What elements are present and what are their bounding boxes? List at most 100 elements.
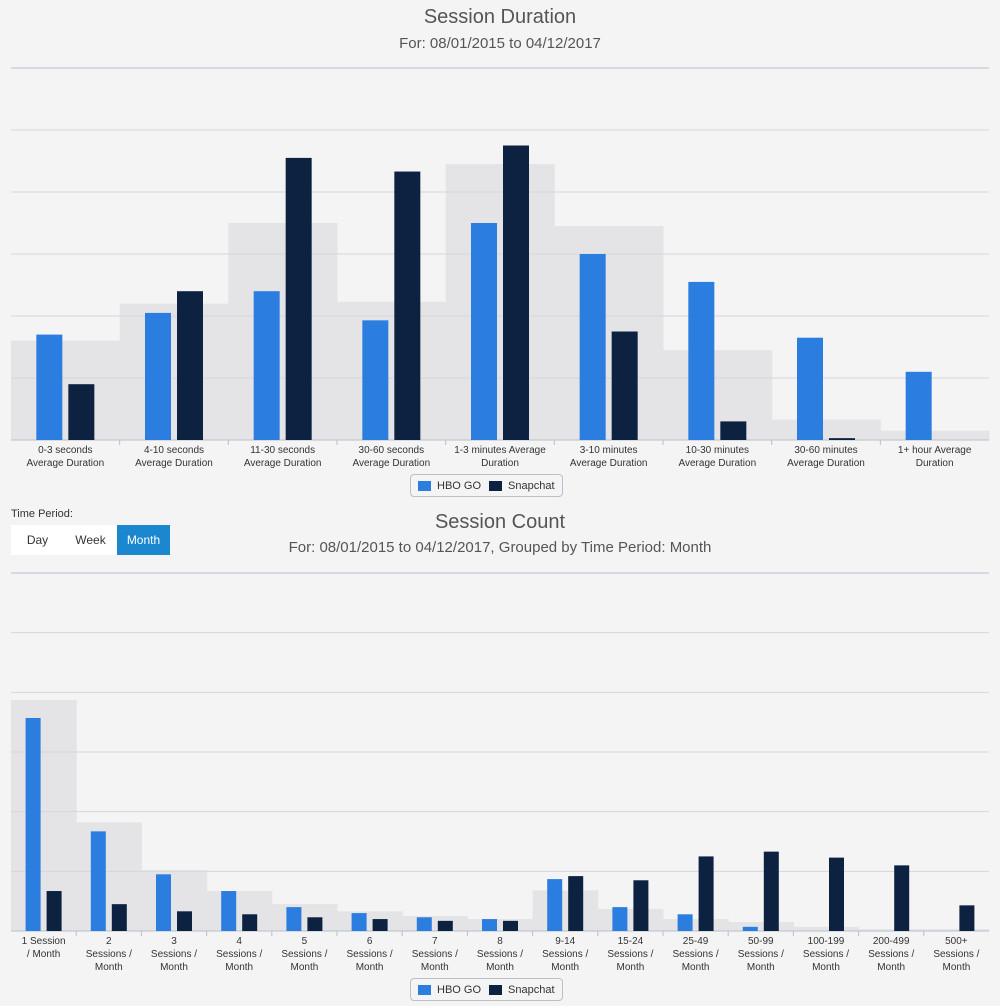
aggregate-bar-3 [141, 870, 208, 931]
x-tick-label-13: 100-199 Sessions / Month [803, 936, 849, 973]
time-period-week-button[interactable]: Week [64, 525, 117, 555]
hbo-go-bar-6 [351, 913, 367, 931]
snapchat-bar-10 [633, 880, 649, 931]
snapchat-bar-6 [611, 331, 638, 440]
aggregate-bar-10 [597, 908, 664, 931]
aggregate-bar-15 [923, 929, 990, 931]
hbo-go-bar-11 [677, 914, 693, 931]
aggregate-bar-8 [467, 919, 534, 931]
aggregate-bar-5 [271, 904, 338, 931]
x-tick-label-12: 50-99 Sessions / Month [738, 936, 784, 973]
hbo-go-bar-1 [36, 334, 63, 440]
hbo-go-bar-5 [471, 223, 497, 440]
hbo-go-bar-5 [286, 907, 302, 931]
x-tick-label-1: 1 Session / Month [22, 936, 66, 960]
snapchat-bar-3 [177, 911, 192, 931]
hbo-go-bar-9 [547, 879, 563, 931]
hbo-go-bar-7 [688, 281, 715, 440]
hbo-go-bar-12 [742, 926, 758, 931]
hbo-go-bar-1 [25, 717, 41, 931]
snapchat-bar-7 [720, 421, 747, 440]
hbo-go-bar-8 [797, 337, 823, 440]
x-tick-label-8: 30-60 minutes Average Duration [787, 445, 865, 469]
legend-item-hbo-go[interactable]: HBO GO [418, 984, 481, 996]
aggregate-bar-11 [663, 919, 729, 931]
x-tick-label-15: 500+ Sessions / Month [933, 936, 979, 973]
snapchat-bar-5 [307, 917, 323, 931]
x-tick-label-4: 4 Sessions / Month [216, 936, 262, 973]
aggregate-bar-14 [858, 929, 925, 931]
aggregate-bar-13 [793, 926, 860, 931]
snapchat-bar-4 [242, 914, 258, 931]
x-tick-label-4: 30-60 seconds Average Duration [353, 445, 431, 469]
session-duration-subtitle: For: 08/01/2015 to 04/12/2017 [399, 35, 601, 52]
x-tick-label-3: 11-30 seconds Average Duration [244, 445, 322, 469]
x-tick-label-5: 5 Sessions / Month [281, 936, 327, 973]
legend-label-hbo-go: HBO GO [437, 983, 482, 996]
x-tick-label-7: 10-30 minutes Average Duration [679, 445, 757, 469]
x-tick-label-1: 0-3 seconds Average Duration [27, 445, 105, 469]
snapchat-bar-4 [394, 171, 421, 440]
snapchat-bar-9 [568, 876, 584, 931]
x-tick-label-8: 8 Sessions / Month [477, 936, 523, 973]
hbo-go-bar-9 [905, 371, 932, 440]
hbo-go-bar-3 [253, 291, 280, 440]
legend-swatch-snapchat [489, 480, 503, 491]
aggregate-bar-4 [206, 891, 273, 931]
x-tick-label-9: 1+ hour Average Duration [898, 445, 972, 469]
aggregate-bar-5 [445, 164, 555, 440]
snapchat-bar-8 [829, 438, 855, 440]
hbo-go-bar-10 [612, 907, 628, 931]
session-duration-title: Session Duration [423, 6, 577, 28]
snapchat-bar-14 [894, 865, 910, 931]
aggregate-bar-4 [337, 301, 447, 440]
snapchat-bar-1 [46, 891, 62, 931]
hbo-go-bar-3 [156, 874, 171, 931]
time-period-selector: Day Week Month [11, 525, 170, 555]
snapchat-bar-2 [111, 904, 127, 931]
hbo-go-bar-2 [145, 312, 171, 440]
x-tick-label-2: 4-10 seconds Average Duration [135, 445, 213, 469]
aggregate-bar-7 [402, 916, 468, 931]
aggregate-bar-3 [228, 223, 338, 440]
snapchat-bar-12 [763, 851, 779, 931]
snapchat-bar-8 [503, 920, 518, 931]
legend-item-snapchat[interactable]: Snapchat [489, 479, 555, 492]
x-tick-label-3: 3 Sessions / Month [151, 936, 197, 973]
aggregate-bar-9 [532, 890, 599, 931]
hbo-go-bar-6 [579, 254, 606, 440]
snapchat-bar-11 [698, 856, 714, 931]
legend-item-hbo-go[interactable]: HBO GO [418, 480, 481, 492]
legend-label-snapchat: Snapchat [508, 983, 555, 996]
session-duration-legend: HBO GO Snapchat [410, 474, 563, 497]
legend-swatch-snapchat [489, 984, 503, 995]
snapchat-bar-6 [372, 919, 388, 931]
aggregate-bar-2 [119, 303, 229, 440]
x-tick-label-6: 6 Sessions / Month [347, 936, 393, 973]
aggregate-bar-8 [771, 419, 881, 440]
legend-item-snapchat[interactable]: Snapchat [489, 983, 555, 996]
aggregate-bar-2 [76, 822, 142, 931]
snapchat-bar-5 [503, 145, 529, 440]
aggregate-bar-9 [880, 430, 990, 440]
snapchat-bar-13 [829, 857, 844, 931]
time-period-month-button[interactable]: Month [117, 525, 170, 555]
aggregate-bar-7 [663, 350, 773, 440]
x-tick-label-7: 7 Sessions / Month [412, 936, 458, 973]
time-period-day-button[interactable]: Day [11, 525, 64, 555]
aggregate-bar-12 [728, 922, 794, 931]
session-count-title: Session Count [434, 511, 566, 533]
legend-label-snapchat: Snapchat [508, 479, 555, 492]
aggregate-bar-6 [554, 226, 664, 440]
x-tick-label-5: 1-3 minutes Average Duration [454, 445, 546, 469]
hbo-go-bar-2 [90, 831, 106, 931]
x-tick-label-6: 3-10 minutes Average Duration [570, 445, 648, 469]
aggregate-bar-1 [11, 700, 77, 931]
snapchat-bar-7 [437, 920, 453, 931]
x-tick-label-14: 200-499 Sessions / Month [868, 936, 914, 973]
hbo-go-bar-4 [362, 320, 389, 440]
time-period-label: Time Period: [11, 508, 73, 520]
session-count-chart: 1 Session / Month 2 Sessions / Month 3 Session… [11, 572, 990, 973]
aggregate-bar-1 [11, 340, 121, 440]
legend-label-hbo-go: HBO GO [437, 479, 482, 492]
